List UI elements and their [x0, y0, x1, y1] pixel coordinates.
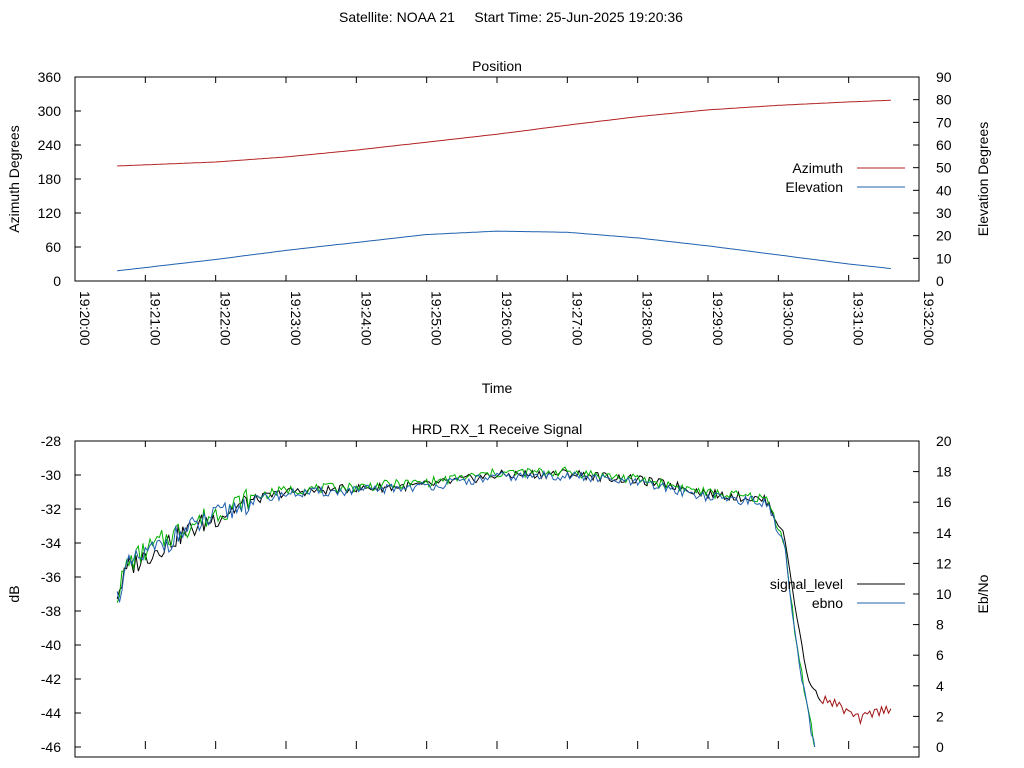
y-tick-label: 300: [38, 103, 62, 119]
y-tick-label: -36: [41, 569, 61, 585]
y-tick-label: -28: [41, 433, 61, 449]
y2-tick-label: 10: [936, 250, 952, 266]
y-tick-label: 120: [38, 205, 62, 221]
y-tick-label: 60: [45, 239, 61, 255]
y-tick-label: -30: [41, 467, 61, 483]
x-tick-label: 19:20:00: [77, 291, 93, 346]
series-line-azimuth: [117, 99, 891, 167]
legend-label: Elevation: [785, 179, 843, 195]
receive-signal-chart: HRD_RX_1 Receive Signal -46 -44 -42 -40 -38 -3…: [6, 421, 991, 758]
x-tick-label: 19:32:00: [921, 291, 937, 346]
y-tick-label: 180: [38, 171, 62, 187]
x-tick-label: 19:31:00: [851, 291, 867, 346]
legend-label: signal_level: [770, 576, 843, 592]
series-line-ebno-overlay: [116, 469, 816, 747]
page-title: Satellite: NOAA 21 Start Time: 25-Jun-20…: [339, 9, 683, 25]
y2-axis-label: Elevation Degrees: [975, 122, 991, 236]
x-tick-label: 19:23:00: [288, 291, 304, 346]
series-line-elevation: [117, 230, 891, 272]
y-tick-label: -32: [41, 501, 61, 517]
y2-tick-label: 20: [936, 228, 952, 244]
x-tick-label: 19:24:00: [358, 291, 374, 346]
series-line-signal-level-tail: [820, 694, 892, 726]
y-tick-label: -42: [41, 671, 61, 687]
legend-label: Azimuth: [792, 160, 843, 176]
y2-tick-label: 18: [936, 464, 952, 480]
series-line-ebno: [116, 466, 816, 747]
x-tick-label: 19:30:00: [780, 291, 796, 346]
y2-tick-label: 8: [936, 617, 944, 633]
y-tick-label: -38: [41, 603, 61, 619]
y2-tick-label: 50: [936, 160, 952, 176]
chart-title: HRD_RX_1 Receive Signal: [412, 421, 582, 437]
y2-tick-label: 40: [936, 182, 952, 198]
plot-frame: [74, 440, 920, 758]
y2-tick-label: 20: [936, 433, 952, 449]
series-line-signal-level: [116, 469, 821, 702]
y-tick-label: -44: [41, 705, 61, 721]
legend-label: ebno: [812, 595, 843, 611]
y2-tick-label: 6: [936, 647, 944, 663]
y2-tick-label: 30: [936, 205, 952, 221]
y2-tick-label: 0: [936, 273, 944, 289]
x-tick-label: 19:22:00: [218, 291, 234, 346]
y2-tick-label: 14: [936, 525, 952, 541]
y-tick-label: 240: [38, 137, 62, 153]
x-tick-label: 19:27:00: [569, 291, 585, 346]
x-tick-label: 19:29:00: [710, 291, 726, 346]
y2-tick-label: 90: [936, 69, 952, 85]
x-tick-label: 19:26:00: [499, 291, 515, 346]
y-axis-label: Azimuth Degrees: [6, 125, 22, 232]
y2-tick-label: 60: [936, 137, 952, 153]
x-tick-label: 19:21:00: [147, 291, 163, 346]
y-tick-label: -40: [41, 637, 61, 653]
y-axis-label: dB: [6, 585, 22, 602]
y2-tick-label: 12: [936, 555, 952, 571]
y-tick-label: 0: [53, 273, 61, 289]
y2-tick-label: 4: [936, 678, 944, 694]
y2-tick-label: 0: [936, 739, 944, 755]
position-chart: Position 0 60 120 180 240 300 360 0 10 20 30 40 50 60 7…: [6, 58, 991, 396]
y2-tick-label: 16: [936, 494, 952, 510]
y2-tick-label: 70: [936, 114, 952, 130]
x-tick-label: 19:25:00: [429, 291, 445, 346]
x-axis-label: Time: [482, 380, 513, 396]
y2-axis-label: Eb/No: [975, 574, 991, 613]
chart-title: Position: [472, 58, 522, 74]
y-tick-label: -46: [41, 739, 61, 755]
y-tick-label: -34: [41, 535, 61, 551]
y-tick-label: 360: [38, 69, 62, 85]
y2-tick-label: 2: [936, 708, 944, 724]
x-tick-label: 19:28:00: [640, 291, 656, 346]
y2-tick-label: 10: [936, 586, 952, 602]
y2-tick-label: 80: [936, 92, 952, 108]
